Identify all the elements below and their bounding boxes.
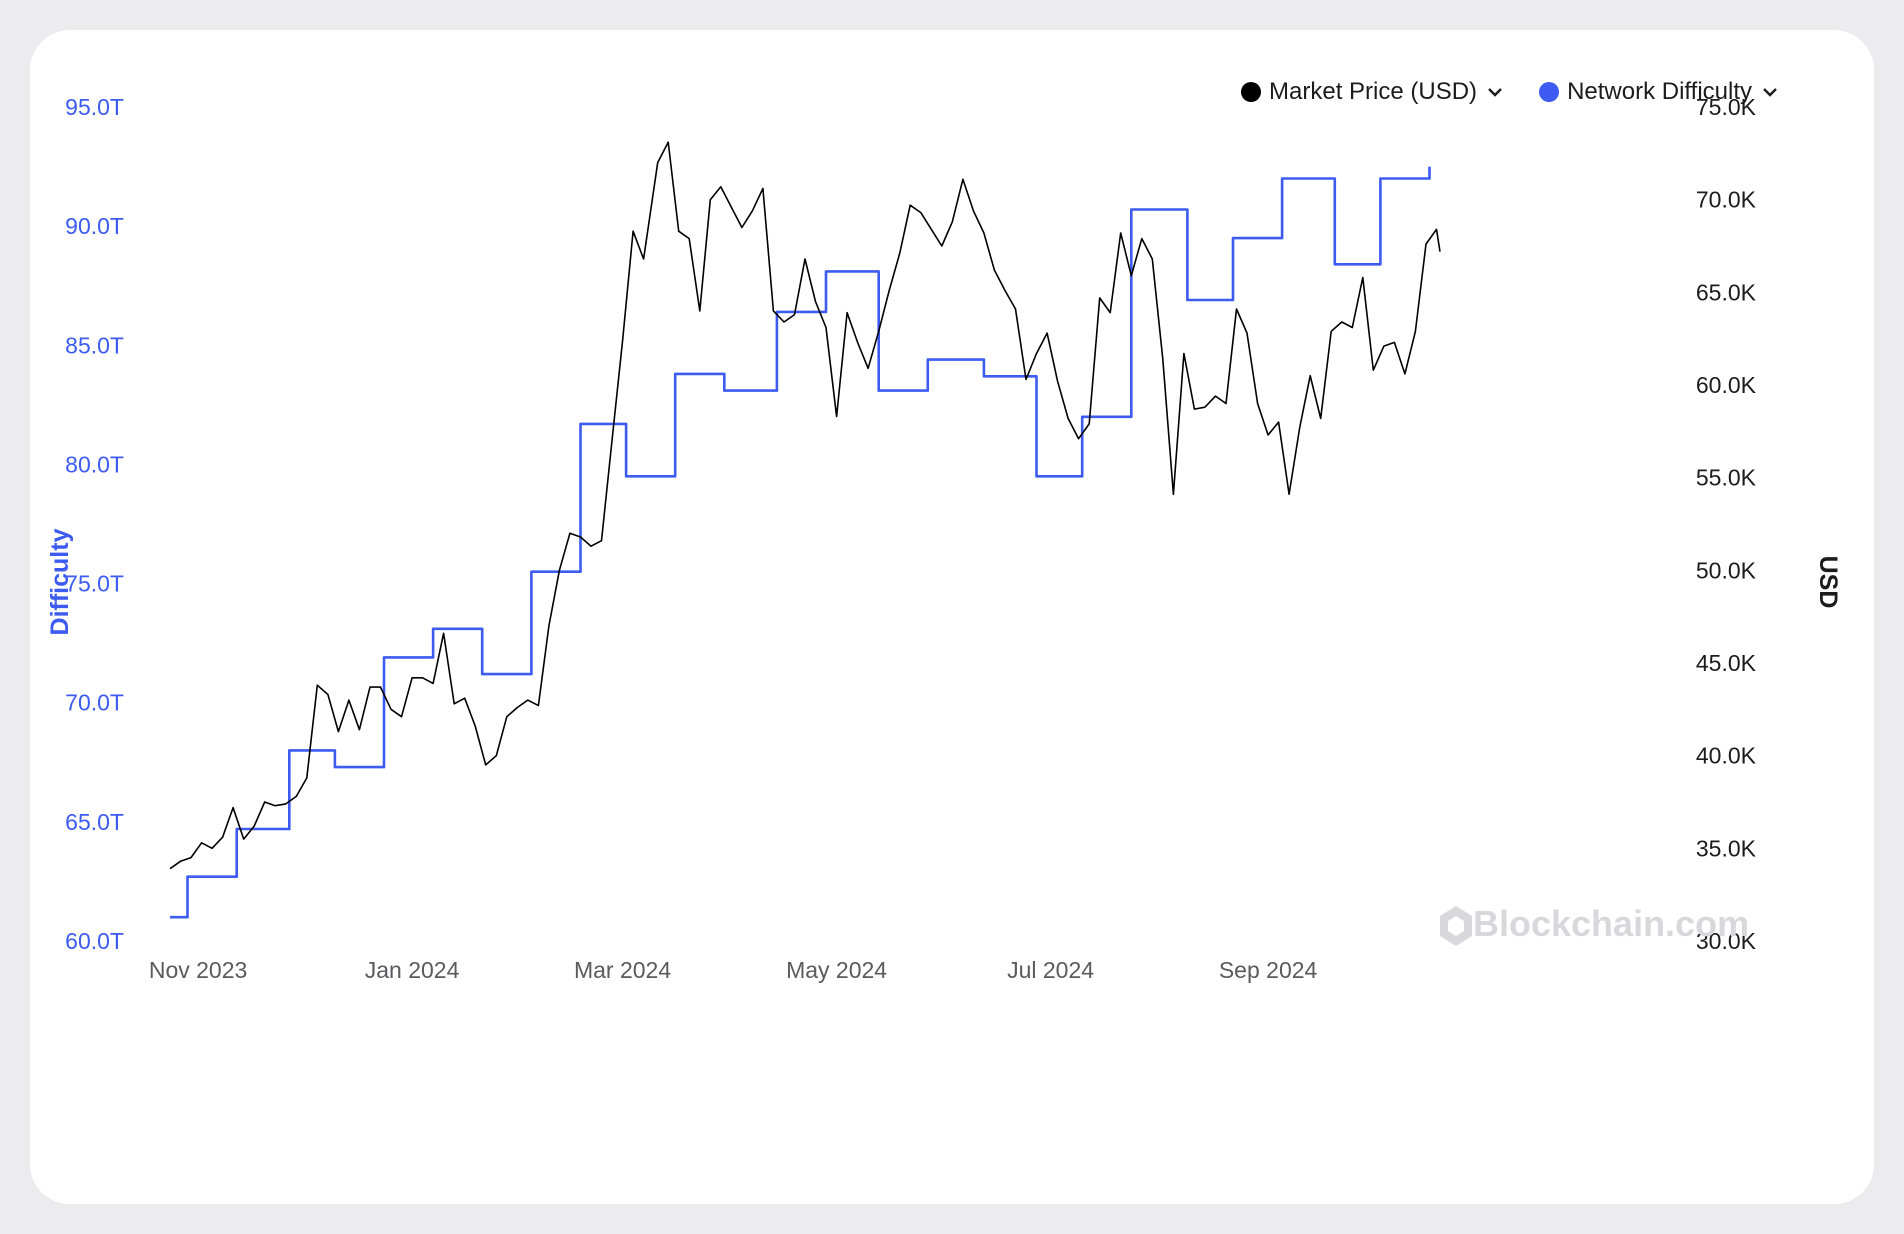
legend-item-network-difficulty[interactable]: Network Difficulty [1539, 78, 1778, 106]
y-left-tick-label: 75.0T [65, 571, 124, 597]
y-left-tick-label: 60.0T [65, 928, 124, 954]
legend-item-market-price[interactable]: Market Price (USD) [1241, 78, 1503, 106]
y-left-tick-label: 90.0T [65, 213, 124, 239]
y-right-tick-label: 50.0K [1696, 557, 1757, 583]
y-right-tick-label: 70.0K [1696, 187, 1757, 213]
blockchain-logo-icon [1440, 906, 1472, 946]
network-difficulty-dot-icon [1539, 82, 1560, 102]
x-tick-label: Jul 2024 [1007, 957, 1094, 983]
y-right-tick-label: 75.0K [1696, 94, 1757, 120]
watermark-text: Blockchain.com [1473, 903, 1749, 944]
legend-label-network-difficulty: Network Difficulty [1567, 78, 1752, 105]
y-right-tick-label: 60.0K [1696, 372, 1757, 398]
y-left-tick-label: 95.0T [65, 94, 124, 120]
x-tick-label: Mar 2024 [574, 957, 671, 983]
y-left-tick-label: 80.0T [65, 451, 124, 477]
network-difficulty-line [170, 166, 1431, 919]
y-right-tick-label: 45.0K [1696, 650, 1757, 676]
y-right-tick-label: 65.0K [1696, 279, 1757, 305]
x-tick-label: Nov 2023 [149, 957, 247, 983]
y-right-tick-label: 40.0K [1696, 743, 1757, 769]
chart-canvas: 60.0T 65.0T 70.0T 75.0T 80.0T 85.0T 90.0T 95.0T… [46, 94, 1842, 983]
y-right-tick-label: 55.0K [1696, 465, 1757, 491]
y-axis-label-usd: USD [1814, 556, 1842, 609]
legend: Market Price (USD) Network Difficulty [1241, 78, 1778, 106]
y-left-tick-label: 85.0T [65, 332, 124, 358]
chart-card: 60.0T 65.0T 70.0T 75.0T 80.0T 85.0T 90.0T 95.0T… [30, 30, 1874, 1204]
y-right-tick-label: 30.0K [1696, 928, 1757, 954]
market-price-line [169, 141, 1441, 870]
y-right-tick-label: 35.0K [1696, 835, 1757, 861]
chevron-down-icon[interactable] [1487, 82, 1503, 103]
market-price-dot-icon [1241, 82, 1262, 102]
y-left-tick-label: 65.0T [65, 809, 124, 835]
chevron-down-icon[interactable] [1762, 82, 1778, 103]
y-left-tick-label: 70.0T [65, 690, 124, 716]
y-axis-label-difficulty: Difficulty [46, 528, 74, 635]
x-tick-label: Sep 2024 [1219, 957, 1318, 983]
x-tick-label: Jan 2024 [365, 957, 460, 983]
legend-label-market-price: Market Price (USD) [1269, 78, 1478, 105]
watermark: Blockchain.com [1440, 903, 1749, 946]
x-tick-label: May 2024 [786, 957, 887, 983]
